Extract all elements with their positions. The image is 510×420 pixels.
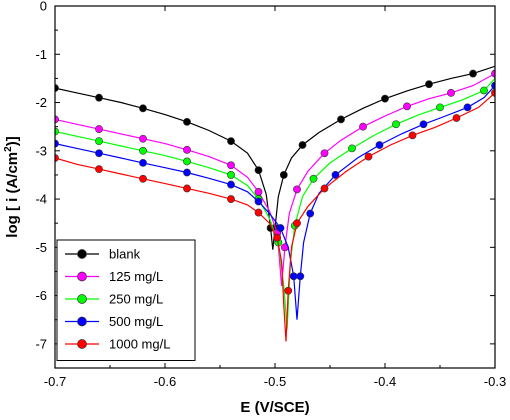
data-point: [183, 184, 191, 193]
data-point: [463, 103, 472, 112]
y-tick-label: -2: [35, 95, 47, 110]
data-point: [95, 165, 103, 174]
y-axis-title: log [ i (A/cm2)]: [3, 136, 21, 237]
y-tick-label: -1: [35, 47, 47, 62]
data-point: [139, 158, 147, 167]
legend: blank 125 mg/L 250 mg/L 500 mg/L 1000 mg/L: [56, 239, 196, 361]
x-tick-label: -0.6: [154, 374, 176, 389]
data-point: [425, 80, 433, 89]
data-point: [227, 161, 235, 170]
data-point: [293, 219, 301, 228]
data-point: [359, 122, 367, 131]
data-point: [469, 69, 477, 78]
data-point: [279, 171, 288, 179]
data-point: [289, 272, 298, 281]
data-point: [227, 171, 235, 179]
y-axis-title-tail: )]: [4, 136, 21, 146]
data-point: [139, 104, 147, 113]
x-tick-label: -0.3: [484, 374, 506, 389]
data-point: [254, 208, 263, 217]
data-point: [408, 131, 417, 140]
legend-label: 500 mg/L: [109, 314, 163, 329]
legend-label: 125 mg/L: [109, 269, 163, 284]
data-point: [273, 233, 282, 242]
data-point: [375, 141, 384, 149]
data-point: [364, 152, 373, 161]
data-point: [419, 120, 428, 129]
data-point: [284, 286, 293, 295]
data-point: [452, 114, 461, 122]
data-point: [348, 144, 356, 153]
y-tick-label: 0: [40, 0, 47, 14]
legend-label: 250 mg/L: [109, 292, 163, 307]
legend-swatch-marker: [77, 294, 87, 304]
legend-label: 1000 mg/L: [109, 337, 170, 352]
series-2: [55, 77, 495, 330]
y-tick-label: -6: [35, 288, 47, 303]
data-point: [381, 94, 389, 103]
data-point: [183, 168, 191, 177]
y-tick-label: -3: [35, 143, 47, 158]
data-point: [298, 141, 307, 149]
legend-swatch-marker: [77, 339, 87, 349]
data-point: [139, 146, 147, 155]
data-point: [254, 197, 263, 206]
series-line: [55, 92, 495, 342]
data-point: [296, 272, 305, 281]
data-point: [95, 137, 103, 146]
data-point: [447, 88, 455, 97]
data-point: [95, 125, 103, 133]
x-axis-title: E (V/SCE): [240, 399, 309, 416]
y-tick-label: -4: [35, 192, 47, 207]
data-point: [254, 166, 263, 175]
series-line: [55, 73, 495, 286]
data-point: [227, 137, 235, 146]
legend-swatch-marker: [77, 249, 87, 259]
legend-label: blank: [109, 247, 141, 262]
series-line: [55, 77, 495, 330]
data-point: [309, 174, 318, 183]
series-3: [55, 81, 495, 320]
data-point: [183, 157, 191, 166]
data-point: [436, 103, 444, 112]
data-point: [480, 86, 488, 95]
data-point: [306, 209, 315, 218]
series-1: [55, 69, 495, 286]
data-point: [183, 145, 191, 154]
data-point: [320, 149, 329, 158]
y-axis-title-sup: 2: [3, 146, 14, 152]
data-point: [227, 180, 235, 189]
legend-swatch-marker: [77, 316, 87, 327]
x-tick-label: -0.4: [374, 374, 396, 389]
data-point: [392, 120, 400, 129]
y-tick-label: -5: [35, 240, 47, 255]
y-axis-title-main: log [ i (A/cm: [4, 152, 21, 238]
data-point: [331, 171, 340, 179]
x-tick-label: -0.5: [264, 374, 286, 389]
data-point: [254, 187, 263, 196]
data-point: [95, 93, 103, 102]
data-point: [337, 115, 345, 124]
series-layer: [55, 65, 495, 342]
data-point: [139, 174, 147, 183]
x-tick-label: -0.7: [44, 374, 66, 389]
data-point: [320, 184, 329, 193]
data-point: [293, 185, 301, 194]
data-point: [95, 149, 103, 158]
data-point: [183, 117, 191, 126]
data-point: [276, 224, 285, 232]
series-4: [55, 88, 495, 342]
data-point: [139, 134, 147, 143]
data-point: [403, 102, 411, 111]
data-point: [227, 195, 235, 203]
legend-swatch-marker: [77, 271, 87, 282]
y-tick-label: -7: [35, 336, 47, 351]
